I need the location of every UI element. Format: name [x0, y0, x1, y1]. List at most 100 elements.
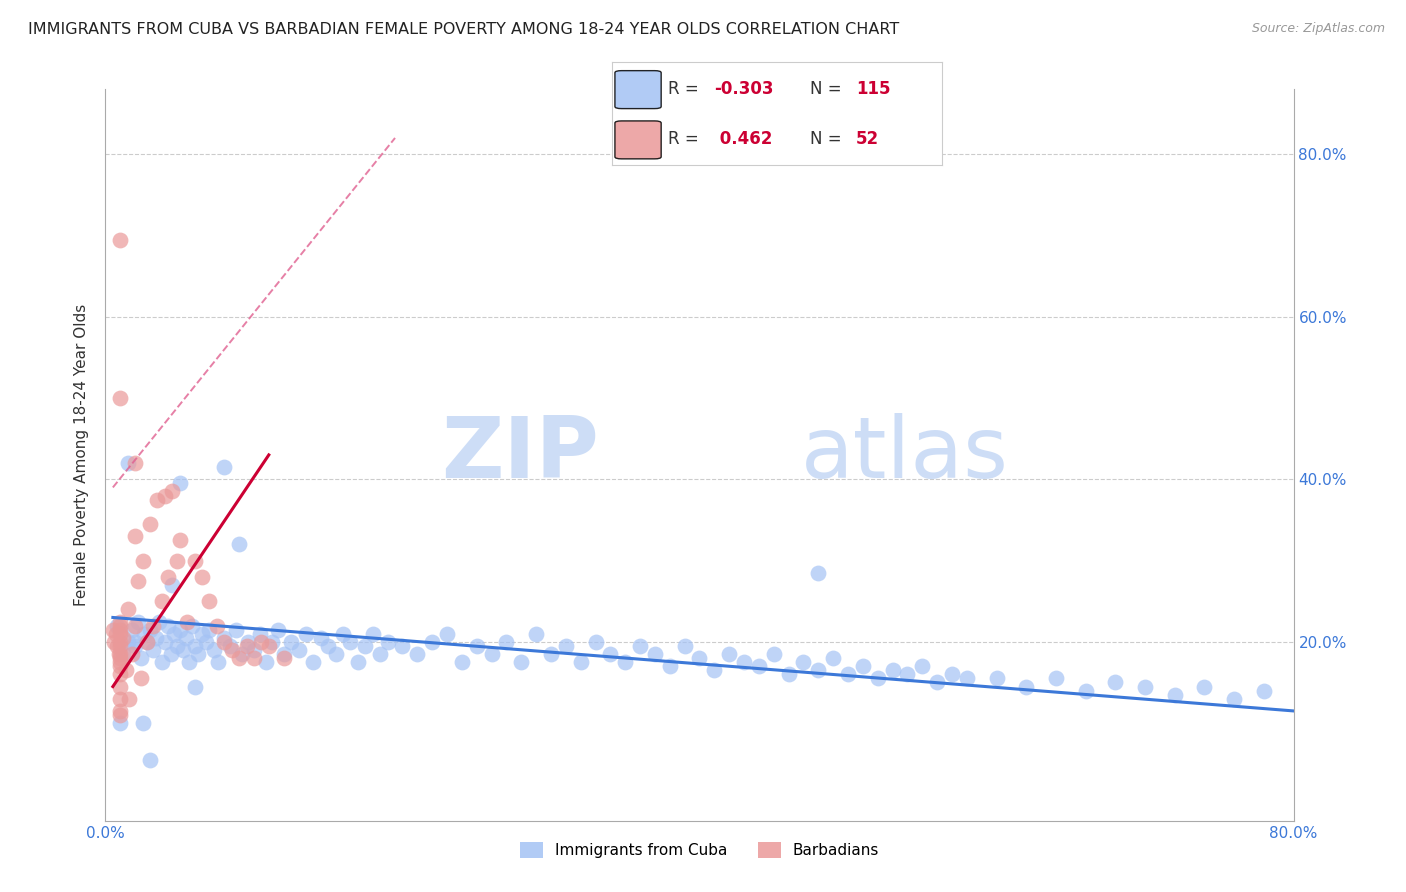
Point — [762, 647, 785, 661]
Point — [163, 626, 186, 640]
Point — [228, 537, 250, 551]
Point — [347, 655, 370, 669]
Point — [956, 672, 979, 686]
Point — [465, 639, 488, 653]
Point — [260, 635, 283, 649]
Point — [117, 456, 139, 470]
Point — [103, 635, 125, 649]
Point — [136, 635, 159, 649]
Point — [112, 647, 135, 661]
Point — [169, 533, 191, 548]
Point — [280, 635, 302, 649]
Point — [1045, 672, 1067, 686]
Point — [273, 651, 295, 665]
Point — [166, 639, 188, 653]
Point — [585, 635, 607, 649]
Point — [748, 659, 770, 673]
Point — [153, 635, 176, 649]
Point — [176, 615, 198, 629]
Point — [183, 553, 205, 567]
Point — [124, 618, 146, 632]
Point — [267, 623, 290, 637]
Point — [150, 655, 173, 669]
Point — [195, 635, 218, 649]
Point — [110, 651, 132, 665]
Text: Source: ZipAtlas.com: Source: ZipAtlas.com — [1251, 22, 1385, 36]
Point — [896, 667, 918, 681]
Point — [733, 655, 755, 669]
Point — [807, 663, 830, 677]
Point — [1164, 688, 1187, 702]
Point — [108, 647, 131, 661]
Point — [174, 631, 197, 645]
Point — [689, 651, 711, 665]
Point — [110, 667, 132, 681]
Point — [127, 574, 149, 588]
Text: R =: R = — [668, 80, 704, 98]
Point — [214, 460, 236, 475]
Point — [927, 675, 949, 690]
Point — [524, 626, 547, 640]
FancyBboxPatch shape — [614, 121, 661, 159]
Point — [124, 639, 146, 653]
Point — [377, 635, 399, 649]
Point — [1223, 691, 1246, 706]
Point — [110, 647, 132, 661]
Point — [235, 639, 257, 653]
Point — [110, 691, 132, 706]
Point — [110, 659, 132, 673]
Point — [986, 672, 1008, 686]
Point — [718, 647, 741, 661]
Text: atlas: atlas — [800, 413, 1008, 497]
Point — [406, 647, 429, 661]
Point — [129, 672, 152, 686]
Point — [124, 635, 146, 649]
Point — [110, 716, 132, 731]
Point — [309, 631, 332, 645]
Point — [105, 618, 128, 632]
Point — [540, 647, 562, 661]
Text: -0.303: -0.303 — [714, 80, 773, 98]
Text: IMMIGRANTS FROM CUBA VS BARBADIAN FEMALE POVERTY AMONG 18-24 YEAR OLDS CORRELATI: IMMIGRANTS FROM CUBA VS BARBADIAN FEMALE… — [28, 22, 900, 37]
Point — [250, 635, 273, 649]
Point — [110, 618, 132, 632]
Text: 115: 115 — [856, 80, 890, 98]
Point — [391, 639, 413, 653]
Point — [205, 618, 228, 632]
Point — [332, 626, 354, 640]
Point — [361, 626, 384, 640]
Point — [132, 626, 155, 640]
Point — [823, 651, 845, 665]
Point — [202, 643, 225, 657]
Point — [1133, 680, 1156, 694]
Point — [257, 639, 280, 653]
Point — [792, 655, 814, 669]
Point — [156, 570, 179, 584]
Point — [837, 667, 859, 681]
Point — [673, 639, 696, 653]
Point — [166, 553, 188, 567]
Point — [169, 623, 191, 637]
Point — [228, 651, 250, 665]
Point — [628, 639, 651, 653]
Point — [136, 635, 159, 649]
Text: N =: N = — [810, 130, 846, 148]
Point — [807, 566, 830, 580]
Point — [1253, 683, 1275, 698]
Point — [117, 635, 139, 649]
Point — [243, 651, 266, 665]
Point — [495, 635, 517, 649]
Point — [254, 655, 277, 669]
Text: R =: R = — [668, 130, 704, 148]
Point — [295, 626, 318, 640]
Point — [221, 643, 243, 657]
Point — [1194, 680, 1216, 694]
Point — [110, 626, 132, 640]
Point — [110, 233, 132, 247]
Point — [124, 529, 146, 543]
Point — [101, 623, 124, 637]
Point — [110, 635, 132, 649]
Point — [911, 659, 934, 673]
Point — [121, 623, 143, 637]
Point — [1015, 680, 1038, 694]
